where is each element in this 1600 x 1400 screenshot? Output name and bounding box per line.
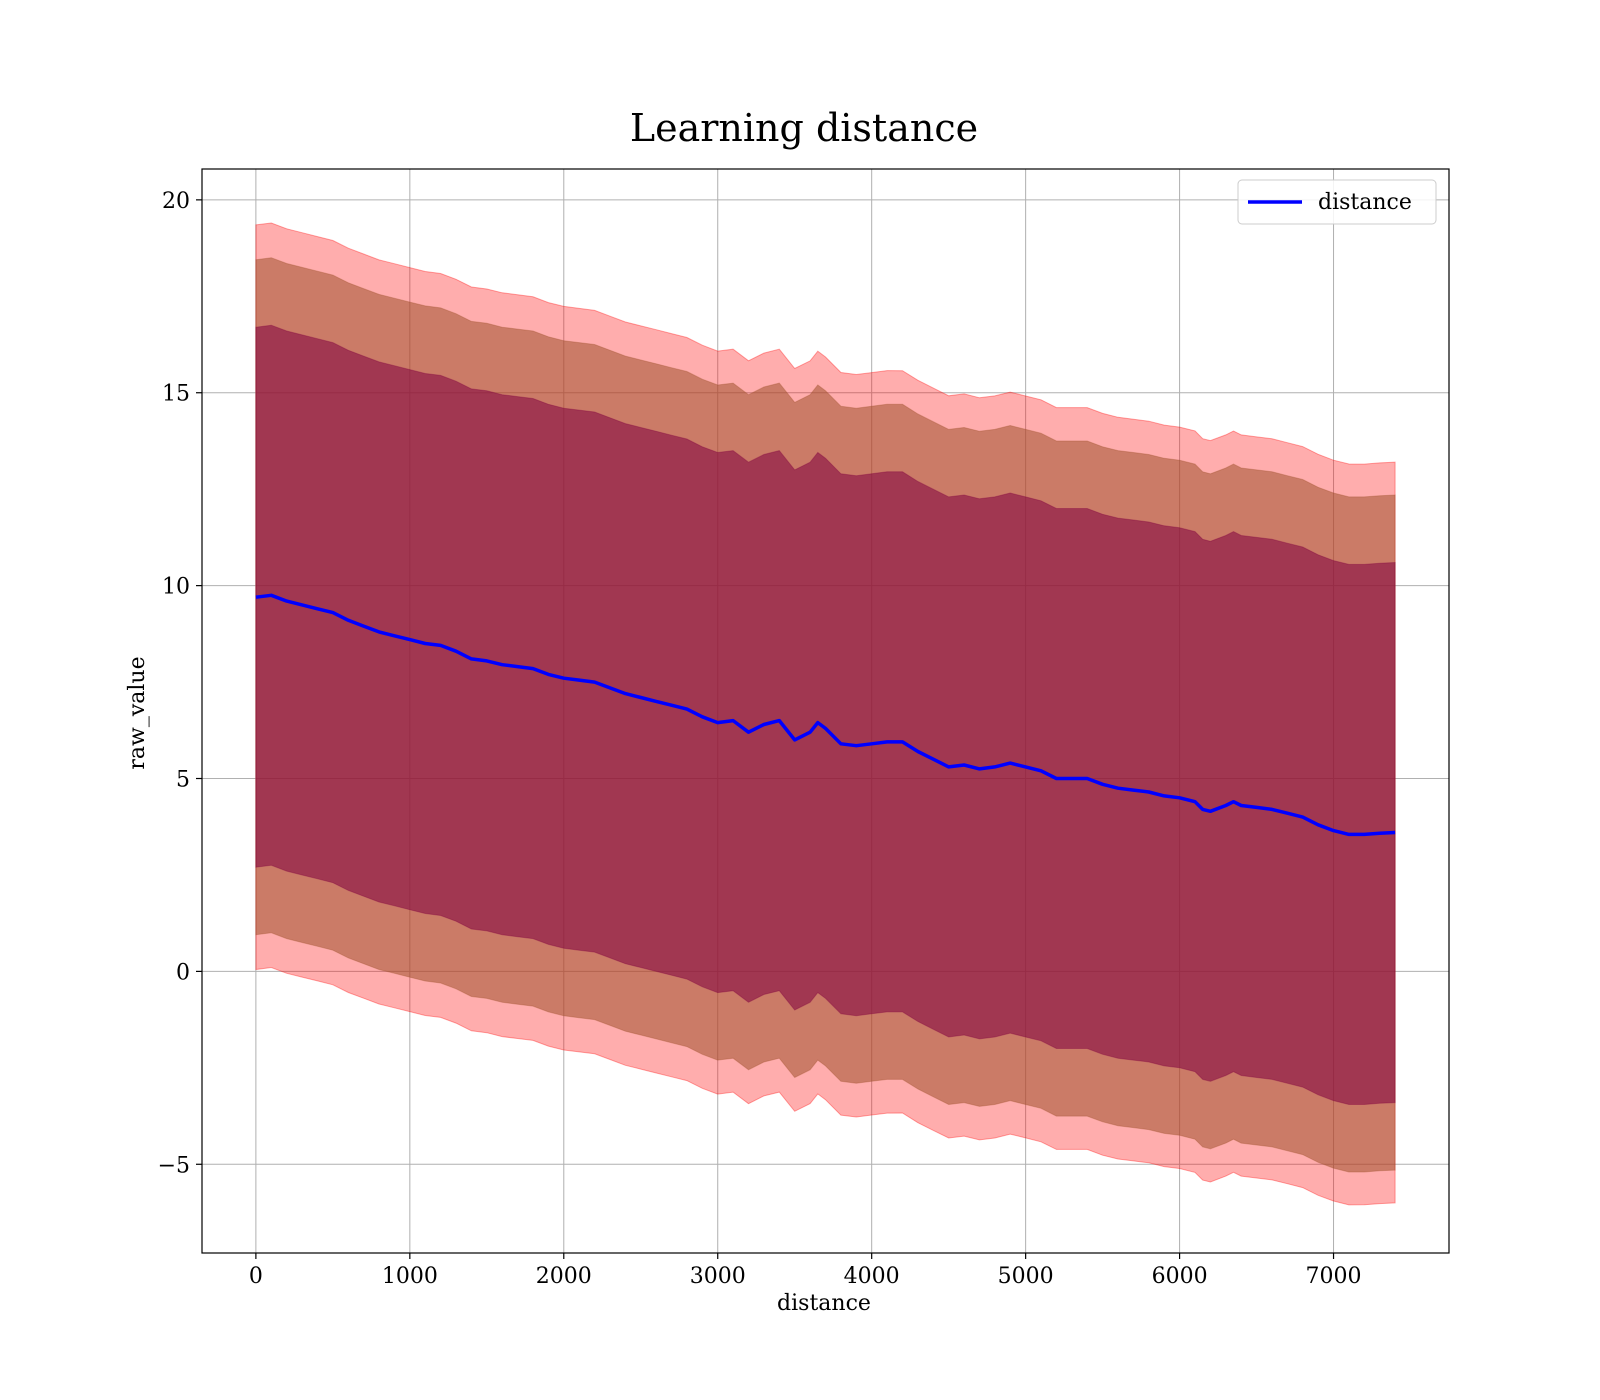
x-tick-label: 1000: [382, 1264, 438, 1289]
chart-title: Learning distance: [630, 106, 978, 150]
x-axis-label: distance: [777, 1291, 871, 1316]
x-tick-label: 4000: [844, 1264, 900, 1289]
y-tick-label: 15: [162, 382, 190, 407]
legend-box: [1237, 179, 1437, 225]
legend-label-distance: distance: [1318, 190, 1412, 215]
y-tick-label: 10: [162, 575, 190, 600]
x-tick-label: 7000: [1306, 1264, 1362, 1289]
y-tick-label: −5: [158, 1153, 190, 1178]
series-line-distance: [255, 593, 1396, 837]
legend: distance: [1237, 179, 1437, 225]
x-tick-label: 6000: [1152, 1264, 1208, 1289]
y-axis-label: raw_value: [125, 656, 150, 769]
axes-frame: [201, 168, 1450, 1254]
plot-area: 0 1000 2000 3000 4000 5000 6000 7000 −5 0 5 10 15 20 d…: [158, 168, 1450, 1289]
x-tick-label: 0: [249, 1264, 263, 1289]
confidence-band-inner: [255, 324, 1396, 1105]
y-tick-label: 0: [176, 960, 190, 985]
x-tick-label: 2000: [536, 1264, 592, 1289]
x-tick-label: 3000: [690, 1264, 746, 1289]
x-tick-label: 5000: [998, 1264, 1054, 1289]
y-tick-label: 20: [162, 189, 190, 214]
y-tick-label: 5: [176, 768, 190, 793]
